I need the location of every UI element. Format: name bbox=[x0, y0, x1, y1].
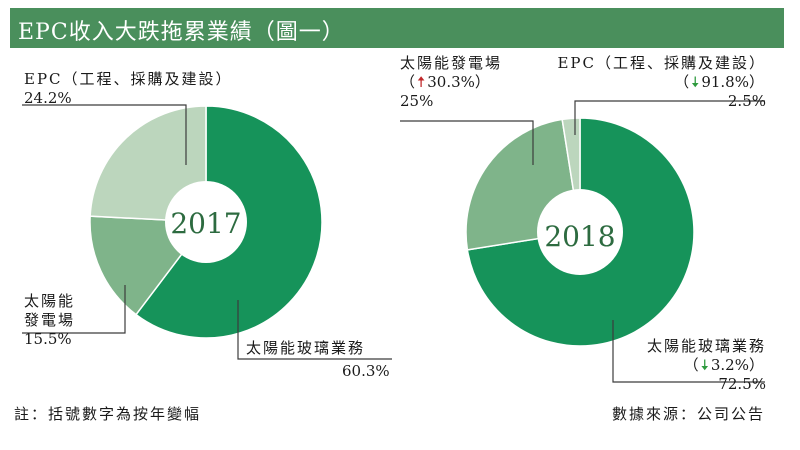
chart-title-bar: EPC收入大跌拖累業績（圖一） bbox=[10, 8, 784, 48]
donut-2017 bbox=[89, 105, 323, 339]
label-2017-epc-name: EPC（工程、採購及建設） bbox=[24, 70, 233, 88]
label-2017-epc-value: 24.2% bbox=[24, 89, 72, 107]
label-2018-solar-change: 30.3% bbox=[427, 73, 475, 91]
arrow-down-icon: 🠇 bbox=[700, 356, 711, 374]
data-source: 數據來源：公司公告 bbox=[612, 405, 766, 423]
label-2017-solar: 太陽能 發電場 15.5% bbox=[24, 292, 75, 349]
label-2018-epc-name: EPC（工程、採購及建設） bbox=[557, 54, 766, 72]
label-2018-glass: 太陽能玻璃業務 （🠇3.2%） 72.5% bbox=[614, 337, 766, 394]
leader-lines bbox=[22, 100, 765, 383]
chart-title: EPC收入大跌拖累業績（圖一） bbox=[18, 20, 345, 45]
label-2017-solar-name-1: 太陽能 bbox=[24, 292, 76, 310]
label-2018-solar-name: 太陽能發電場 bbox=[400, 54, 503, 72]
leader-2018-epc bbox=[574, 100, 765, 135]
donut-hole-2018 bbox=[537, 189, 623, 275]
label-2017-glass-value: 60.3% bbox=[342, 362, 390, 380]
label-2018-glass-change: 3.2% bbox=[710, 356, 749, 374]
label-2018-glass-name: 太陽能玻璃業務 bbox=[646, 337, 766, 355]
leader-2017-epc bbox=[22, 104, 187, 165]
label-2018-epc-change: 91.8% bbox=[701, 73, 749, 91]
label-2017-epc: EPC（工程、採購及建設） 24.2% bbox=[24, 70, 233, 108]
label-2018-epc-value: 2.5% bbox=[727, 92, 766, 110]
leader-2017-glass bbox=[237, 300, 392, 360]
label-2018-glass-value: 72.5% bbox=[718, 375, 766, 393]
leader-2017-solar bbox=[22, 285, 126, 334]
label-2017-solar-name-2: 發電場 bbox=[24, 311, 76, 329]
label-2018-solar: 太陽能發電場 （🠅30.3%） 25% bbox=[400, 54, 503, 110]
center-label-2018: 2018 bbox=[544, 220, 615, 253]
label-2017-solar-value: 15.5% bbox=[24, 330, 72, 348]
donut-hole-2017 bbox=[165, 181, 247, 263]
donut-2018 bbox=[465, 117, 695, 347]
leader-2018-solar bbox=[400, 120, 534, 165]
leader-2018-glass bbox=[612, 320, 765, 383]
label-2017-glass-name: 太陽能玻璃業務 bbox=[246, 339, 366, 357]
footnote: 註：括號數字為按年變幅 bbox=[14, 405, 202, 423]
arrow-up-icon: 🠅 bbox=[417, 73, 428, 91]
center-label-2017: 2017 bbox=[170, 207, 241, 240]
arrow-down-icon: 🠇 bbox=[691, 73, 702, 91]
label-2018-solar-value: 25% bbox=[400, 92, 434, 110]
label-2018-epc: EPC（工程、採購及建設） （🠇91.8%） 2.5% bbox=[544, 54, 766, 111]
